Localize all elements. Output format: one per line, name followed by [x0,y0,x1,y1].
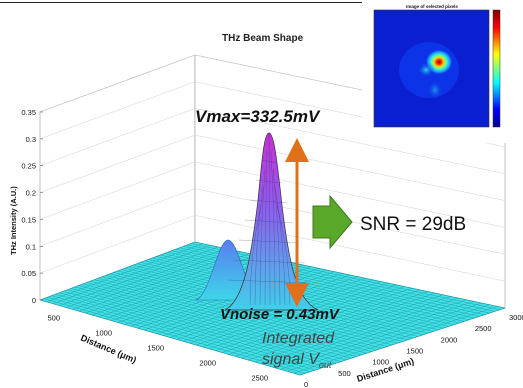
chart-title: THz Beam Shape [222,33,304,44]
x-tick-label: 500 [47,314,60,323]
vnoise-annotation: Vnoise = 0.43mV [220,306,339,323]
z-tick-label: 0 [32,296,36,305]
z-axis-label: THz Intensity (A.U.) [9,186,18,255]
y-tick-label: 0 [304,380,308,388]
z-tick-label: 0.25 [21,162,36,171]
integrated-line2: signal V [262,351,319,368]
z-tick-label: 0.15 [21,215,36,224]
integrated-sub: out [318,360,332,371]
snr-annotation: SNR = 29dB [360,214,467,235]
snr-arrow-icon [312,194,353,250]
y-tick-label: 1000 [372,358,389,367]
z-tick-label: 0.2 [26,189,36,198]
z-tick-label: 0.3 [26,135,36,144]
x-tick-label: 2000 [199,359,216,368]
x-axis-label: Distance (μm) [79,333,138,365]
vmax-annotation: Vmax=332.5mV [195,107,320,126]
y-tick-label: 1500 [407,347,424,356]
x-tick-label: 1500 [147,344,164,353]
integrated-signal-annotation: Integrated signal Vout [262,328,334,376]
y-tick-label: 500 [338,369,351,378]
z-tick-label: 0.05 [21,269,36,278]
z-tick-label: 0.35 [21,108,36,117]
x-tick-label: 1000 [95,329,112,338]
colorbar [492,9,501,128]
y-tick-label: 2500 [475,324,492,333]
integrated-line1: Integrated [262,330,335,347]
y-tick-label: 3000 [509,313,523,322]
peak-mesh [227,132,311,306]
y-axis: 0 500 1000 1500 2000 2500 3000 [304,313,523,388]
z-axis: 0 0.05 0.1 0.15 0.2 0.25 0.3 0.35 [21,108,43,305]
x-tick-label: 2500 [251,374,268,383]
x-axis: 500 1000 1500 2000 2500 [47,314,268,383]
inset-title: Image of selected pixels [406,4,458,9]
y-tick-label: 2000 [441,335,458,344]
top-border [0,2,523,3]
z-tick-label: 0.1 [26,242,36,251]
inset-heatmap: Image of selected pixels [362,0,523,143]
